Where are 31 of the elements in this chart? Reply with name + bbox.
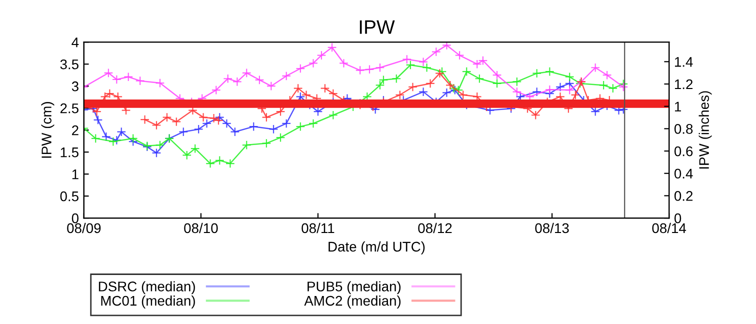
y2-tick-label: 0.2 [674,191,693,201]
legend-label: PUB5 (median) [308,281,401,294]
y2-tick-label: 0.4 [674,168,693,179]
y2-tick-label: 0.6 [674,146,693,156]
x-tick-label: 08/10 [184,222,218,234]
y2-tick-label: 0 [674,213,682,224]
y-tick-label: 3.5 [60,59,78,70]
legend-label: AMC2 (median) [304,296,401,308]
y2-tick-label: 0.8 [674,124,693,134]
y-tick-label: 2 [72,125,78,136]
y-tick-label: 1.5 [60,148,78,158]
chart-title: IPW [360,20,395,34]
legend-label: MC01 (median) [101,296,195,308]
y-tick-label: 0.5 [60,191,78,202]
y-tick-label: 2.5 [60,103,78,114]
y2-axis-title: IPW (inches) [698,91,712,169]
x-tick-label: 08/12 [418,222,452,234]
y-tick-label: 1 [72,170,78,180]
y-tick-label: 3 [72,81,78,92]
x-tick-label: 08/11 [302,222,334,234]
y2-tick-label: 1 [674,102,681,112]
y2-tick-label: 1.4 [674,57,693,67]
legend-label: DSRC (median) [98,281,195,294]
x-tick-label: 08/14 [652,222,686,234]
x-axis-title: Date (m/d UTC) [328,241,425,254]
x-tick-label: 08/13 [535,222,569,234]
x-tick-label: 08/09 [67,222,101,234]
y-tick-label: 0 [72,213,79,224]
y-tick-label: 4 [72,38,79,48]
y-axis-title: IPW (cm) [41,102,54,158]
y2-tick-label: 1.2 [674,79,693,90]
